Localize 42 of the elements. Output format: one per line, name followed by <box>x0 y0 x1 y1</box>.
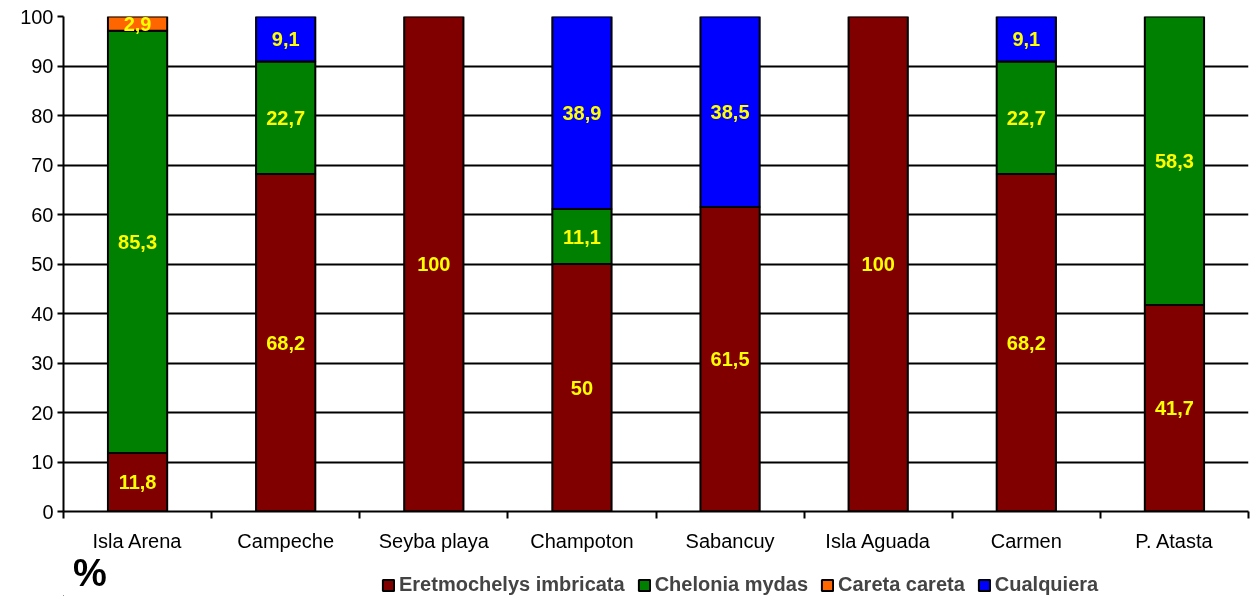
text: % <box>72 551 107 594</box>
x-tick-label: Seyba playa <box>378 529 490 552</box>
y-tick-label: 50 <box>31 253 54 275</box>
legend-label: Chelonia mydas <box>654 573 809 596</box>
y-tick-label: 40 <box>31 302 54 325</box>
data-label: 100 <box>861 253 895 275</box>
data-label: 100 <box>417 253 451 275</box>
x-tick-label: Isla Aguada <box>825 529 931 552</box>
data-label: 50 <box>570 376 594 399</box>
data-label: 38,5 <box>710 100 750 123</box>
y-tick-label: 100 <box>20 5 54 28</box>
y-tick-label: 70 <box>31 154 54 176</box>
legend-label: Careta careta <box>838 573 965 596</box>
data-label: 58,3 <box>1154 149 1194 172</box>
data-label: 9,1 <box>1012 28 1041 51</box>
x-tick-label: Campeche <box>237 529 335 552</box>
data-label: 9,1 <box>271 28 300 51</box>
y-tick-label: 20 <box>31 401 54 424</box>
y-tick-label: 10 <box>31 451 54 473</box>
data-label: 61,5 <box>710 348 750 371</box>
y-tick-label: 0 <box>42 500 54 523</box>
y-tick-label: 80 <box>31 104 54 127</box>
x-tick-label: Isla Arena <box>92 529 183 552</box>
data-label: 41,7 <box>1154 397 1194 420</box>
y-tick-label: 30 <box>31 352 54 374</box>
data-label: 68,2 <box>266 331 306 354</box>
data-label: 11,8 <box>118 471 157 494</box>
y-tick-label: 60 <box>31 203 54 226</box>
data-label: 22,7 <box>1006 106 1046 129</box>
data-label: 68,2 <box>1006 331 1046 354</box>
x-tick-label: Sabancuy <box>685 529 775 552</box>
data-label: 11,1 <box>563 225 601 248</box>
data-label: 2,9 <box>123 12 152 35</box>
legend-label: Eretmochelys imbricata <box>399 573 625 596</box>
x-tick-label: Champoton <box>530 529 634 552</box>
y-tick-label: 90 <box>31 55 54 77</box>
data-label: 85,3 <box>118 230 158 253</box>
data-label: 22,7 <box>266 106 306 129</box>
legend-label: Cualquiera <box>994 573 1099 596</box>
x-tick-label: Carmen <box>990 529 1062 552</box>
data-label: 38,9 <box>562 101 602 124</box>
x-tick-label: P. Atasta <box>1135 529 1214 552</box>
